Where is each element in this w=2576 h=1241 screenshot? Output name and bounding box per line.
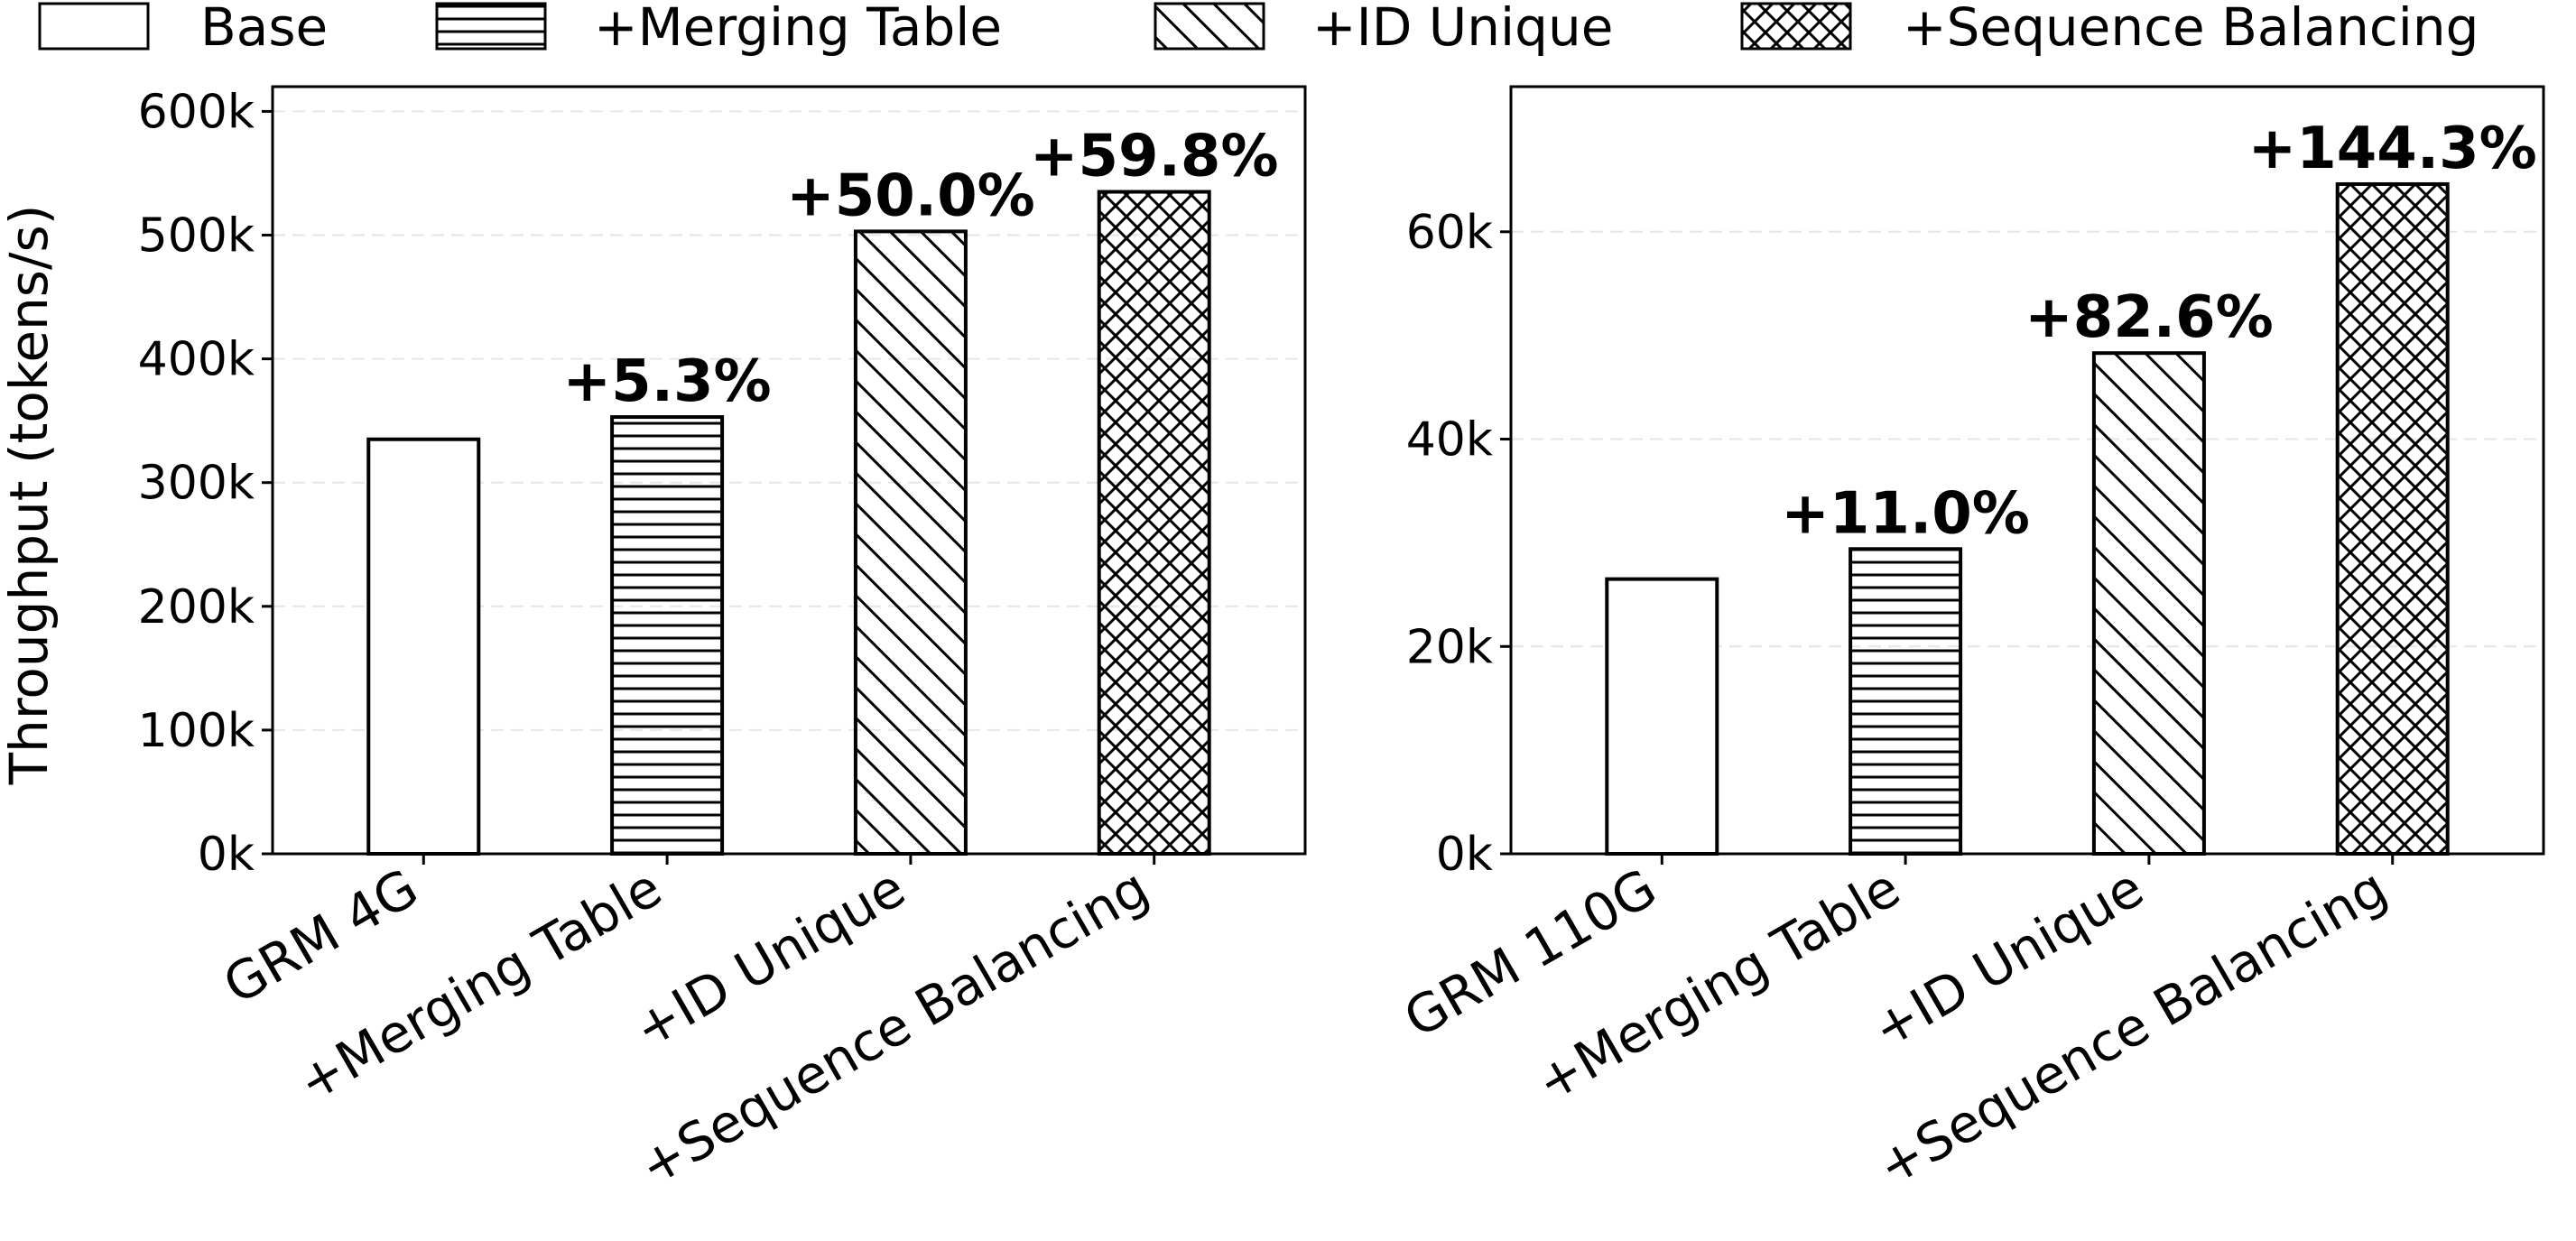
y-tick-label: 0k [198, 828, 255, 882]
y-tick-label: 300k [138, 457, 255, 511]
data-label: +144.3% [2248, 116, 2537, 182]
legend-label-id-unique: +ID Unique [1312, 0, 1613, 58]
y-tick-label: 40k [1406, 413, 1493, 468]
y-tick-label: 600k [138, 85, 255, 139]
plot-frame [271, 85, 1307, 856]
data-label: +50.0% [786, 162, 1035, 229]
bar-sequence-balancing [2335, 181, 2450, 857]
y-axis-title: Throughput (tokens/s) [0, 205, 60, 786]
data-label: +11.0% [1781, 480, 2030, 547]
bar-id-unique [2091, 351, 2206, 856]
data-label: +5.3% [563, 348, 772, 415]
legend-item-sequence-balancing: +Sequence Balancing [1740, 0, 2479, 58]
plot-frame [1509, 85, 2545, 856]
data-label: +59.8% [1030, 124, 1279, 190]
bar-base [366, 437, 481, 856]
legend-label-merging-table: +Merging Table [594, 0, 1002, 58]
y-tick-label: 400k [138, 333, 255, 387]
bar-base [1605, 577, 1719, 856]
legend-swatch-sequence-balancing [1740, 2, 1852, 51]
y-tick-label: 20k [1406, 620, 1493, 674]
legend-swatch-id-unique [1154, 2, 1265, 51]
bar-id-unique [853, 229, 968, 857]
legend: Base +Merging Table +ID Unique +Sequence… [38, 0, 2479, 58]
y-tick-label: 100k [138, 704, 255, 758]
y-tick-label: 200k [138, 580, 255, 634]
legend-label-base: Base [200, 0, 328, 58]
legend-item-merging-table: +Merging Table [435, 0, 1002, 58]
bar-sequence-balancing [1097, 190, 1211, 856]
legend-label-sequence-balancing: +Sequence Balancing [1903, 0, 2479, 58]
legend-item-base: Base [38, 0, 328, 58]
data-label: +82.6% [2025, 284, 2274, 351]
y-tick-label: 60k [1406, 206, 1493, 260]
y-tick-label: 500k [138, 209, 255, 264]
bar-merging-table [610, 415, 725, 856]
legend-item-id-unique: +ID Unique [1154, 0, 1613, 58]
bar-merging-table [1849, 547, 1963, 856]
legend-swatch-base [38, 2, 150, 51]
y-tick-label: 0k [1436, 828, 1493, 882]
legend-swatch-merging-table [435, 2, 547, 51]
